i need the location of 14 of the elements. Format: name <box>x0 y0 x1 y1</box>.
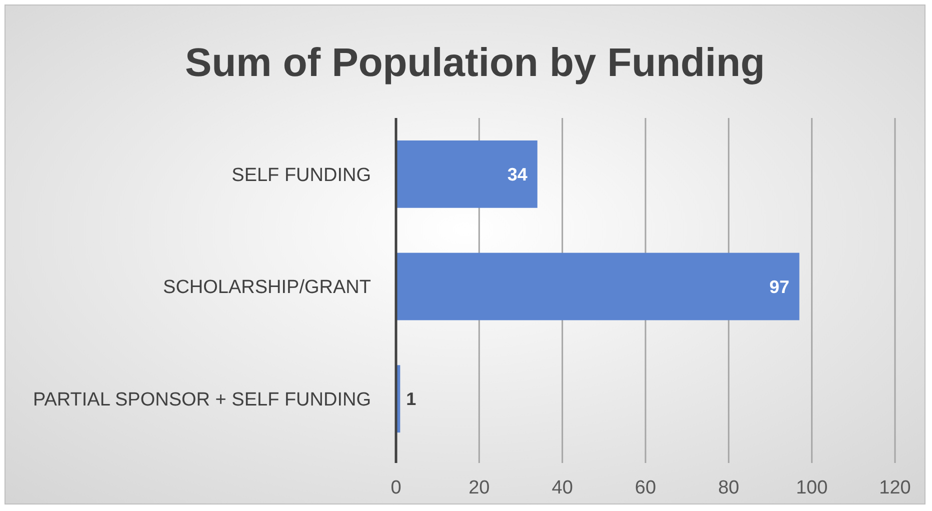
x-tick-label: 0 <box>390 478 402 499</box>
y-tick-label: SELF FUNDING <box>232 164 371 186</box>
y-tick-label: SCHOLARSHIP/GRANT <box>163 277 372 298</box>
y-tick-label: PARTIAL SPONSOR + SELF FUNDING <box>32 389 371 410</box>
x-tick-label: 100 <box>796 478 828 499</box>
data-label: 1 <box>406 389 416 410</box>
x-tick-label: 40 <box>552 478 573 499</box>
data-label: 34 <box>507 164 528 184</box>
chart-title: Sum of Population by Funding <box>185 41 765 85</box>
x-tick-label: 60 <box>634 478 656 499</box>
x-tick-label: 120 <box>879 478 911 499</box>
data-label: 97 <box>769 276 790 297</box>
x-tick-label: 20 <box>468 478 490 499</box>
x-tick-label: 80 <box>718 478 740 499</box>
